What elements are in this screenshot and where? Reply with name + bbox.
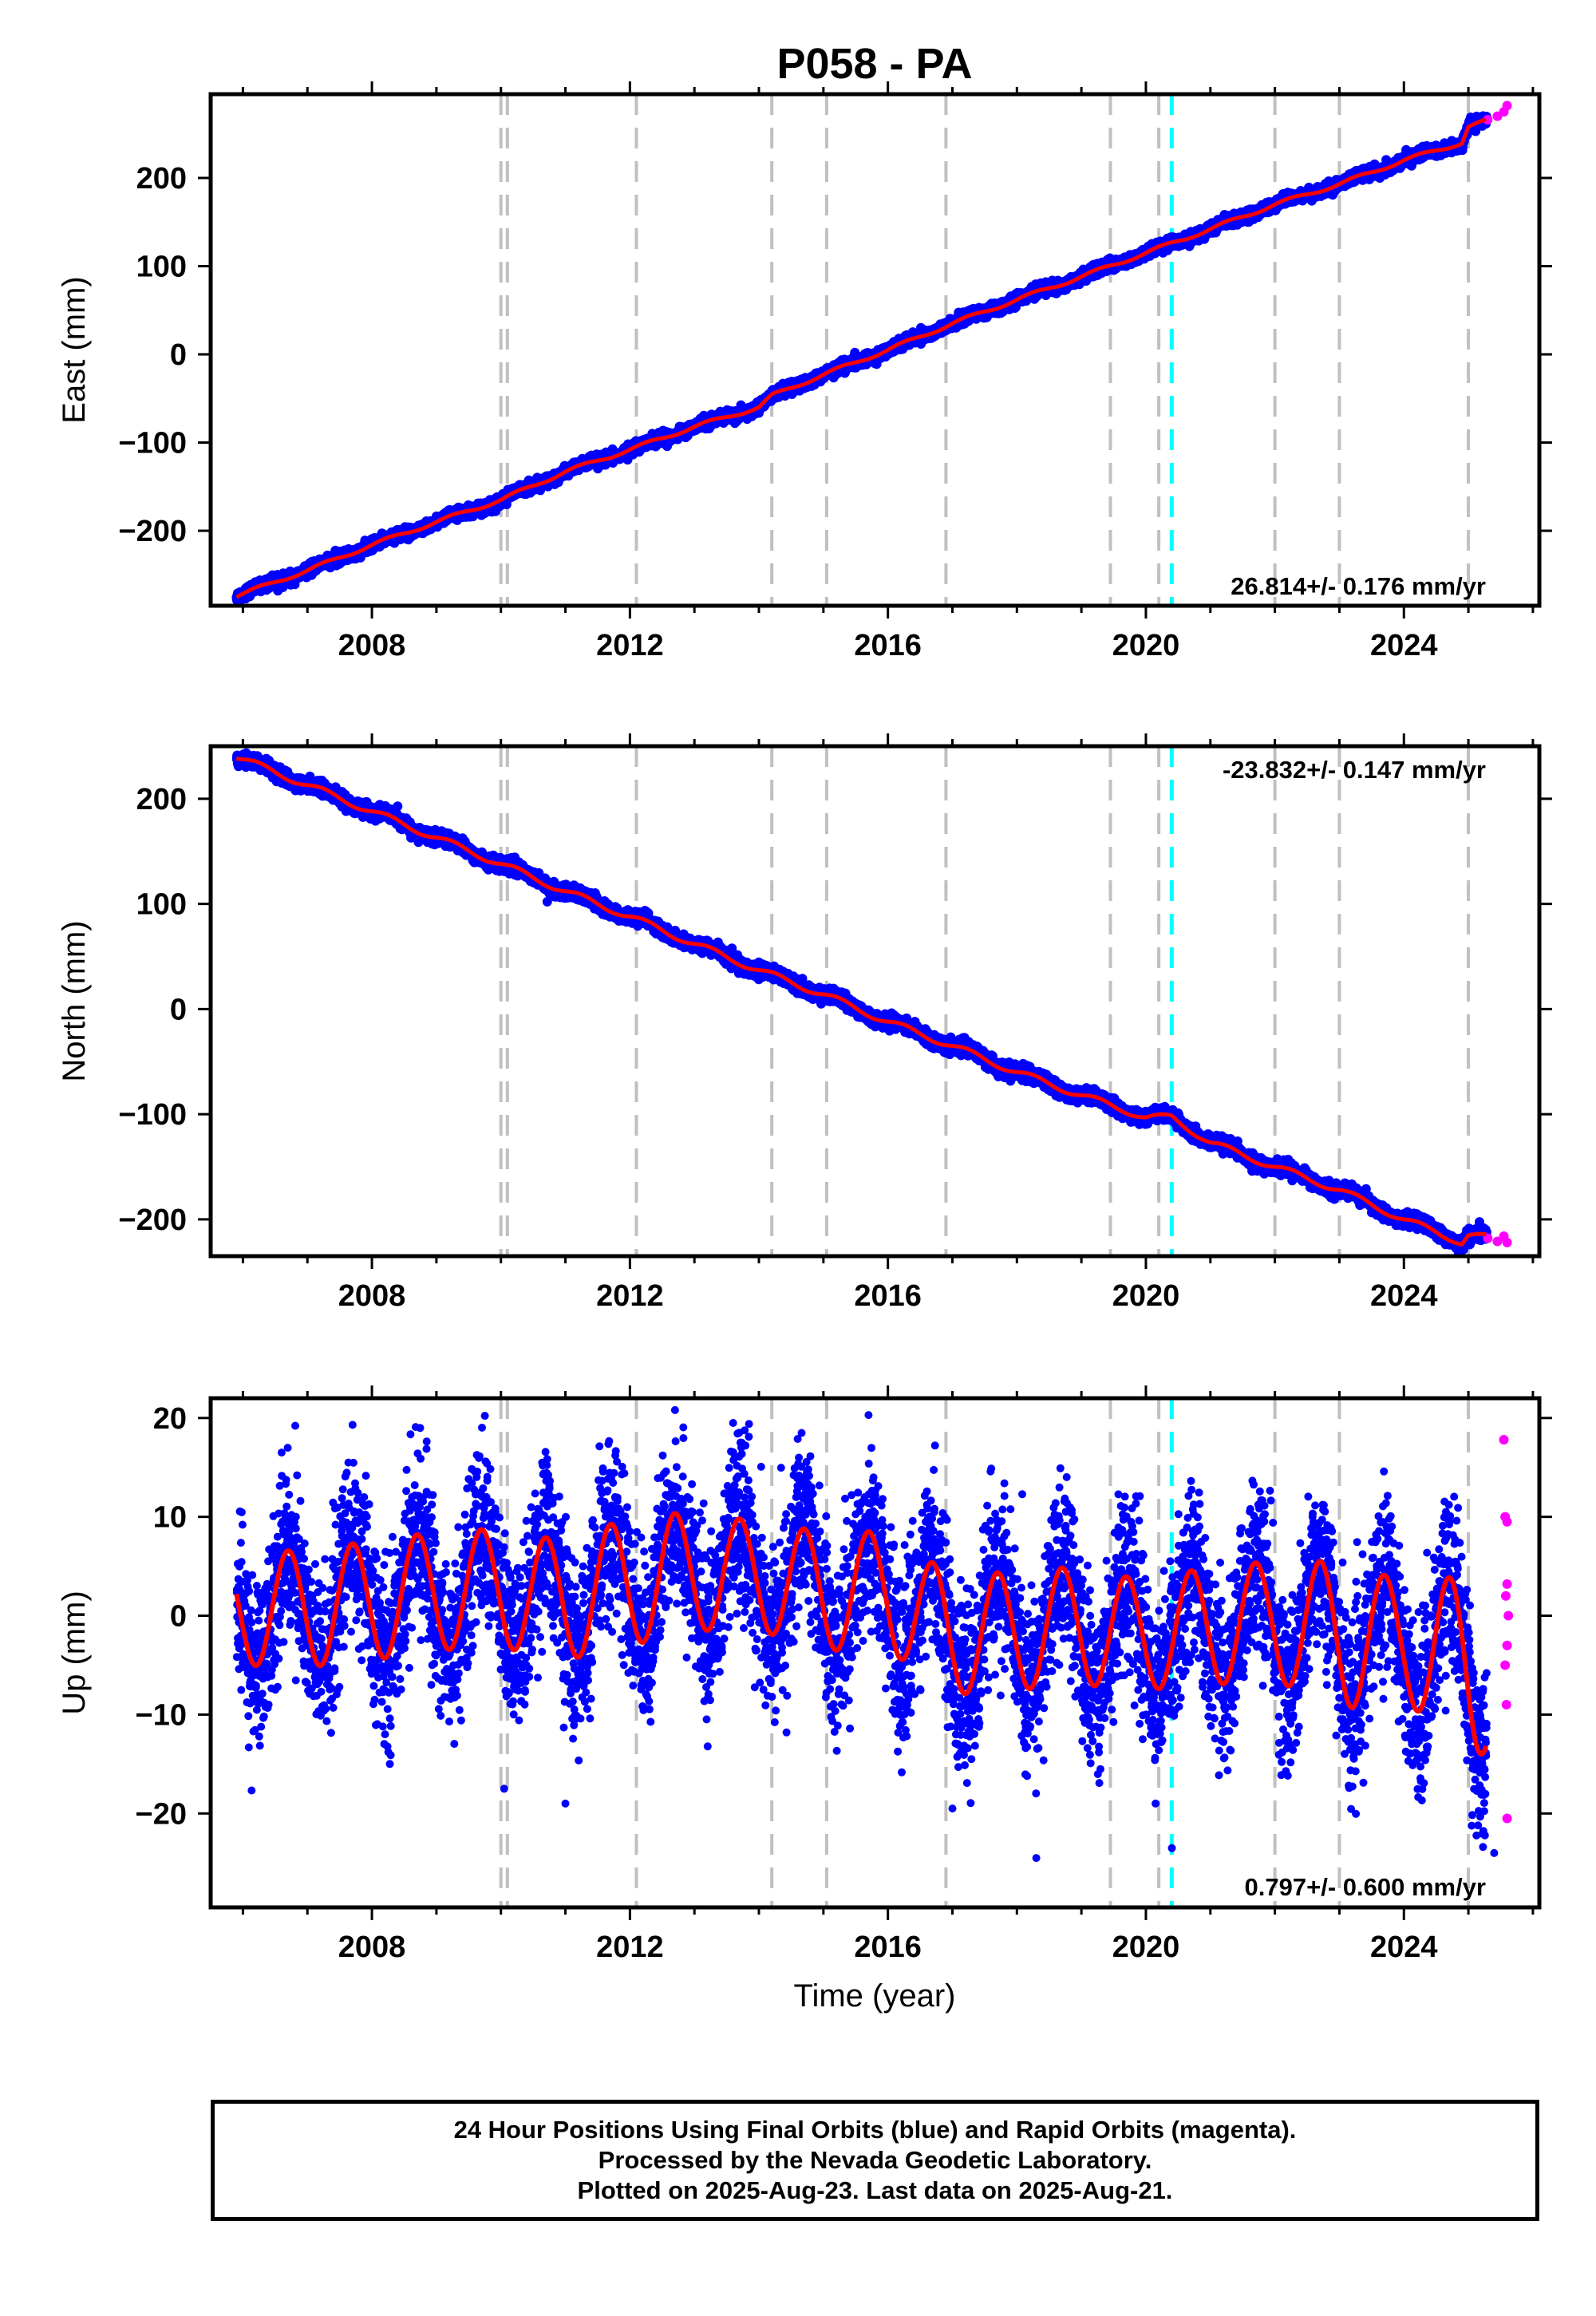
east-panel: 2008 2012 2016 2020 2024−200−1000100200East … [57, 81, 1552, 662]
final-orbit-points [231, 111, 1491, 606]
figure-title: P058 - PA [776, 40, 972, 88]
